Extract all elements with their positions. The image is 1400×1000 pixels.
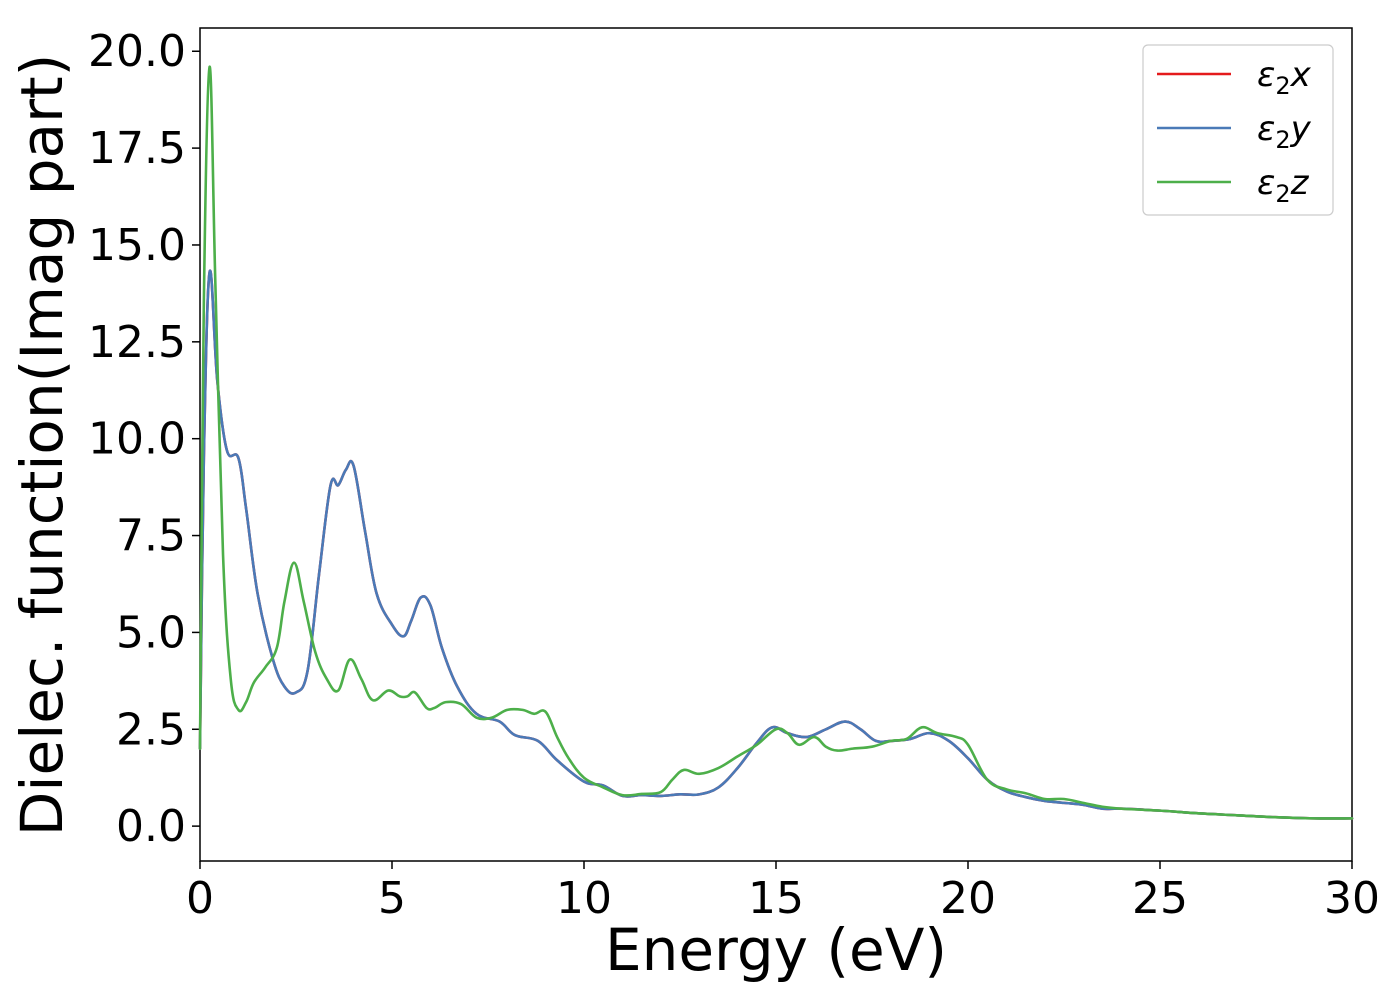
y-tick-label: 2.5 (116, 704, 186, 755)
x-tick-label: 30 (1324, 873, 1380, 924)
legend: ε2x ε2y ε2z (1142, 44, 1334, 216)
x-axis-title: Energy (eV) (605, 916, 947, 984)
legend-label-x: ε2x (1257, 55, 1312, 100)
y-tick-label: 17.5 (88, 123, 186, 174)
legend-label-y: ε2y (1257, 109, 1312, 154)
y-axis-ticks: 0.0 2.5 5.0 7.5 10.0 12.5 15.0 17.5 20.0 (88, 26, 200, 852)
y-tick-label: 15.0 (88, 220, 186, 271)
x-tick-label: 15 (748, 873, 804, 924)
x-tick-label: 20 (940, 873, 996, 924)
series-line-z (198, 65, 1354, 820)
x-tick-label: 10 (556, 873, 612, 924)
series-layer (198, 65, 1354, 820)
y-tick-label: 12.5 (88, 317, 186, 368)
y-axis-title: Dielec. function(Imag part) (8, 54, 76, 837)
series-line-y (198, 269, 1354, 820)
y-tick-label: 10.0 (88, 414, 186, 465)
x-tick-label: 5 (378, 873, 406, 924)
y-tick-label: 5.0 (116, 607, 186, 658)
y-tick-label: 0.0 (116, 801, 186, 852)
legend-box (1142, 44, 1334, 216)
y-tick-label: 7.5 (116, 511, 186, 562)
legend-label-z: ε2z (1257, 163, 1310, 208)
y-tick-label: 20.0 (88, 26, 186, 77)
series-line-x (198, 269, 1354, 820)
x-tick-label: 0 (186, 873, 214, 924)
x-tick-label: 25 (1132, 873, 1188, 924)
x-axis-ticks: 0 5 10 15 20 25 30 (186, 861, 1380, 924)
